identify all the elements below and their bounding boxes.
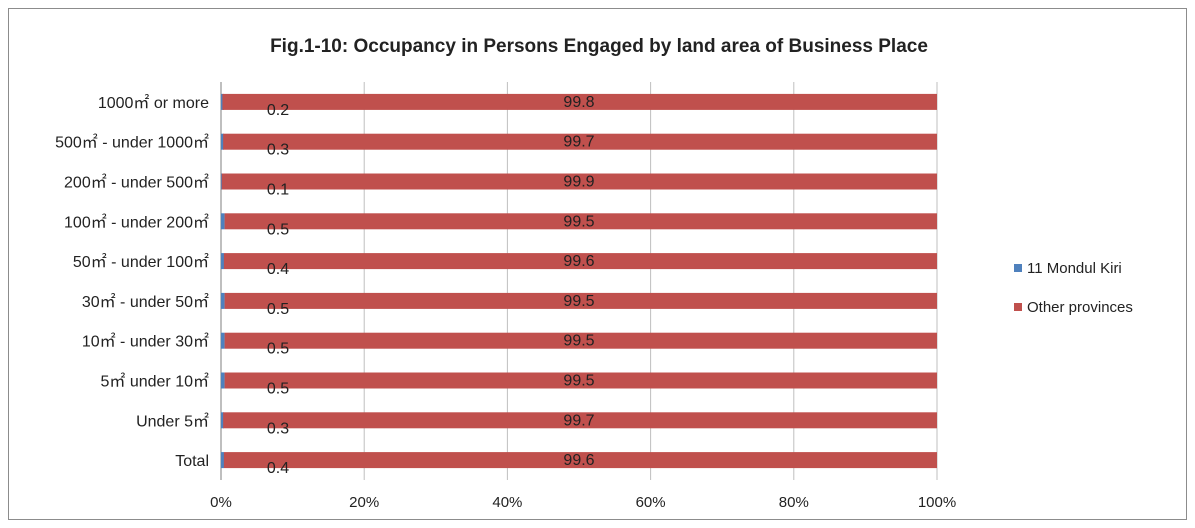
bar-mondul-kiri — [221, 213, 225, 230]
legend-swatch — [1014, 264, 1022, 272]
category-label: 50㎡ - under 100㎡ — [73, 253, 209, 271]
bar-mondul-kiri — [221, 292, 225, 309]
category-label: Total — [175, 453, 209, 470]
data-label-other-provinces: 99.5 — [563, 293, 594, 310]
x-tick-label: 0% — [210, 494, 232, 511]
bar-mondul-kiri — [221, 412, 224, 429]
data-label-other-provinces: 99.5 — [563, 333, 594, 350]
data-labels: 0.2 99.8 0.3 99.7 0.1 99.9 0.5 99.5 0.4 99.6 0.5 99… — [267, 94, 595, 477]
data-label-other-provinces: 99.6 — [563, 253, 594, 270]
chart-title: Fig.1-10: Occupancy in Persons Engaged b… — [270, 36, 928, 57]
category-labels: 1000㎡ or more 500㎡ - under 1000㎡ 200㎡ - un… — [55, 94, 209, 470]
category-label: 200㎡ - under 500㎡ — [64, 174, 209, 192]
data-label-mondul-kiri: 0.1 — [267, 182, 289, 199]
category-label: 5㎡ under 10㎡ — [100, 373, 209, 391]
x-tick-labels: 0% 20% 40% 60% 80% 100% — [210, 494, 956, 511]
category-label: Under 5㎡ — [136, 412, 209, 430]
bar-mondul-kiri — [221, 452, 224, 469]
category-label: 1000㎡ or more — [98, 94, 209, 112]
data-label-mondul-kiri: 0.4 — [267, 261, 289, 278]
chart-frame: Fig.1-10: Occupancy in Persons Engaged b… — [8, 8, 1187, 520]
bar-chart: Fig.1-10: Occupancy in Persons Engaged b… — [55, 36, 1133, 511]
legend-label: Other provinces — [1027, 299, 1133, 316]
bar-mondul-kiri — [221, 253, 224, 270]
legend-swatch — [1014, 303, 1022, 311]
legend: 11 Mondul Kiri Other provinces — [1014, 260, 1133, 316]
bar-mondul-kiri — [221, 372, 225, 389]
data-label-mondul-kiri: 0.3 — [267, 142, 289, 159]
data-label-mondul-kiri: 0.5 — [267, 381, 289, 398]
x-tick-label: 100% — [918, 494, 956, 511]
data-label-other-provinces: 99.5 — [563, 213, 594, 230]
data-label-mondul-kiri: 0.2 — [267, 102, 289, 119]
category-label: 10㎡ - under 30㎡ — [82, 333, 209, 351]
bar-other-provinces — [222, 93, 937, 110]
data-label-other-provinces: 99.9 — [563, 174, 594, 191]
data-label-other-provinces: 99.7 — [563, 134, 594, 151]
data-label-mondul-kiri: 0.5 — [267, 221, 289, 238]
data-label-other-provinces: 99.7 — [563, 412, 594, 429]
category-label: 30㎡ - under 50㎡ — [82, 293, 209, 311]
data-label-other-provinces: 99.6 — [563, 452, 594, 469]
bar-mondul-kiri — [221, 133, 224, 150]
bar-other-provinces — [224, 372, 937, 389]
x-tick-label: 20% — [349, 494, 379, 511]
bar-other-provinces — [223, 452, 937, 469]
bar-other-provinces — [224, 292, 937, 309]
bar-other-provinces — [224, 213, 937, 230]
bar-other-provinces — [223, 133, 937, 150]
x-tick-label: 80% — [779, 494, 809, 511]
x-tick-label: 40% — [492, 494, 522, 511]
data-label-mondul-kiri: 0.3 — [267, 420, 289, 437]
category-label: 500㎡ - under 1000㎡ — [55, 134, 209, 152]
bars — [221, 93, 937, 469]
bar-other-provinces — [224, 332, 937, 349]
data-label-other-provinces: 99.8 — [563, 94, 594, 111]
data-label-other-provinces: 99.5 — [563, 373, 594, 390]
x-tick-label: 60% — [636, 494, 666, 511]
bar-other-provinces — [223, 253, 937, 270]
data-label-mondul-kiri: 0.5 — [267, 341, 289, 358]
data-label-mondul-kiri: 0.5 — [267, 301, 289, 318]
bar-other-provinces — [221, 173, 937, 190]
category-label: 100㎡ - under 200㎡ — [64, 213, 209, 231]
data-label-mondul-kiri: 0.4 — [267, 460, 289, 477]
bar-other-provinces — [223, 412, 937, 429]
legend-label: 11 Mondul Kiri — [1027, 260, 1122, 277]
bar-mondul-kiri — [221, 332, 225, 349]
